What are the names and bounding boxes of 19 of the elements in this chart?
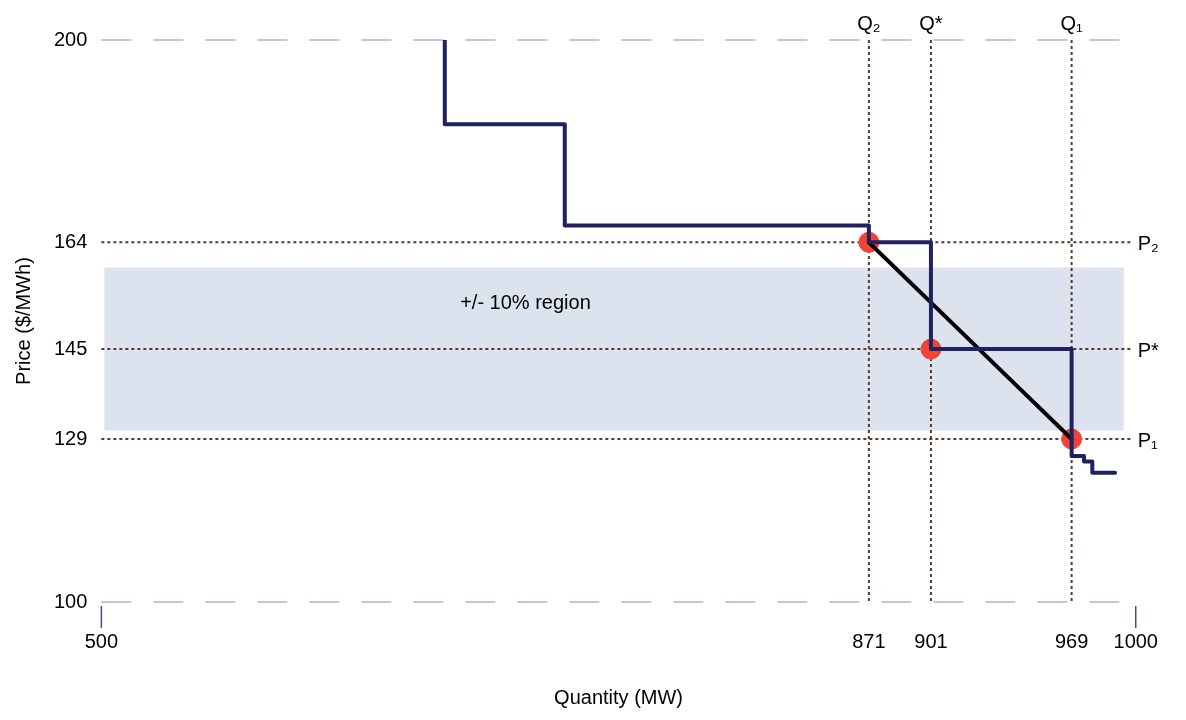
y-tick-label: 100 bbox=[53, 589, 88, 612]
y-axis-title: Price ($/MWh) bbox=[11, 257, 34, 385]
x-tick-label: 500 bbox=[84, 629, 119, 652]
y-tick-label: 129 bbox=[53, 426, 88, 449]
x-tick-label: 1000 bbox=[1113, 629, 1158, 652]
x-axis-title: Quantity (MW) bbox=[554, 685, 684, 708]
x-tick-label: 871 bbox=[852, 629, 886, 652]
ref-line-label: P₂ bbox=[1137, 231, 1159, 254]
y-tick-label: 145 bbox=[53, 336, 88, 359]
y-tick-label: 200 bbox=[53, 27, 88, 50]
ref-line-label: P* bbox=[1137, 338, 1160, 361]
ref-line-label: P₁ bbox=[1137, 428, 1159, 451]
x-tick-label: 901 bbox=[914, 629, 948, 652]
x-tick-label: 969 bbox=[1054, 629, 1089, 652]
ref-line-label: Q₁ bbox=[1060, 11, 1084, 34]
band-label: +/- 10% region bbox=[460, 290, 591, 313]
y-tick-label: 164 bbox=[53, 229, 88, 252]
ref-line-label: Q* bbox=[919, 11, 943, 34]
ref-line-label: Q₂ bbox=[857, 11, 881, 34]
